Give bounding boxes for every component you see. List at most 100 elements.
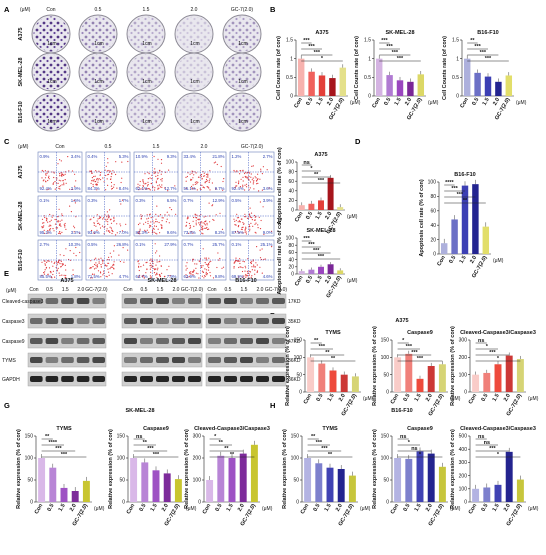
- significance-mark: ***: [303, 236, 310, 242]
- flow-dot: [251, 260, 253, 262]
- blot-band: [208, 376, 221, 382]
- flow-dot: [254, 231, 256, 233]
- chart-title: Cleaved-Caspase3/Caspase3: [460, 330, 536, 336]
- flow-dot: [100, 171, 102, 174]
- flow-dot: [155, 252, 157, 254]
- flow-dot: [261, 189, 263, 191]
- flow-dot: [251, 266, 253, 268]
- flow-dot: [105, 165, 107, 167]
- flow-dot: [147, 220, 149, 222]
- scale-bar-label: 1cm: [47, 119, 56, 125]
- flow-dot: [113, 217, 115, 219]
- dose-label: GC-7(2.0): [241, 144, 264, 150]
- flow-dot: [195, 272, 197, 274]
- flow-dot: [259, 178, 261, 180]
- flow-dot: [93, 224, 95, 226]
- flow-dot: [205, 271, 207, 273]
- bar: [163, 473, 171, 502]
- flow-dot: [47, 230, 49, 232]
- bar: [304, 458, 312, 502]
- flow-dot: [241, 228, 243, 231]
- flow-dot: [252, 260, 254, 262]
- flow-dot: [90, 277, 92, 279]
- bar: [483, 372, 491, 392]
- flow-dot: [79, 232, 81, 234]
- flow-plot: [181, 151, 227, 193]
- flow-dot: [142, 274, 144, 276]
- flow-dot: [60, 180, 62, 182]
- bar: [495, 81, 502, 96]
- flow-dot: [108, 216, 110, 218]
- flow-dot: [110, 176, 112, 178]
- blot-band: [156, 298, 169, 304]
- bar: [318, 200, 324, 210]
- y-axis-label-text: Apoptosis cell rate (% of con): [419, 179, 425, 256]
- bar: [298, 271, 305, 274]
- quadrant-percent: 0.9%: [40, 154, 50, 159]
- flow-plot: [229, 239, 275, 281]
- blot-band: [30, 376, 43, 382]
- flow-dot: [48, 188, 50, 190]
- flow-dot: [96, 220, 98, 222]
- flow-dot: [48, 178, 50, 180]
- flow-dot: [108, 169, 110, 172]
- flow-dot: [159, 274, 161, 276]
- flow-dot: [252, 183, 254, 185]
- x-tick-label: 2.0: [69, 503, 78, 513]
- flow-dot: [250, 173, 252, 175]
- blot-band: [172, 298, 185, 304]
- flow-dot: [192, 232, 194, 234]
- flow-dot: [207, 265, 209, 267]
- panel-letter: E: [4, 269, 9, 278]
- flow-dot: [43, 272, 45, 274]
- y-tick-label: 0: [433, 252, 436, 258]
- flow-dot: [233, 261, 236, 263]
- flow-dot: [74, 202, 76, 204]
- flow-dot: [220, 165, 222, 168]
- flow-dot: [244, 172, 246, 175]
- blot-band: [224, 376, 237, 382]
- blot-band: [124, 376, 137, 382]
- bar: [308, 203, 315, 210]
- flow-dot: [45, 181, 47, 183]
- flow-dot: [237, 226, 239, 228]
- row-label: B16-F10: [18, 101, 24, 122]
- flow-dot: [256, 271, 258, 273]
- x-tick-label: 0.5: [139, 503, 148, 513]
- flow-dot: [90, 267, 93, 269]
- x-tick-label-text: Con: [436, 254, 447, 267]
- flow-dot: [123, 261, 125, 263]
- quadrant-percent: 4.6%: [263, 274, 273, 279]
- flow-dot: [195, 216, 197, 219]
- bar: [516, 479, 524, 502]
- flow-dot: [155, 182, 157, 184]
- quadrant-percent: 9.6%: [167, 230, 177, 235]
- flow-dot: [186, 267, 188, 269]
- bar: [463, 58, 471, 96]
- flow-dot: [75, 255, 77, 257]
- flow-dot: [64, 173, 66, 175]
- x-tick-label: 2.0: [503, 503, 512, 513]
- y-tick-label: 80: [288, 243, 294, 249]
- flow-dot: [237, 217, 240, 219]
- flow-dot: [239, 260, 241, 262]
- bar: [337, 469, 345, 502]
- x-tick-label-text: Con: [300, 502, 311, 515]
- blot-band: [30, 318, 43, 324]
- flow-dot: [144, 173, 146, 175]
- flow-dot: [95, 257, 97, 259]
- flow-dot: [97, 222, 99, 225]
- flow-dot: [235, 219, 237, 221]
- x-tick-label: Con: [371, 96, 382, 109]
- flow-dot: [191, 170, 193, 172]
- flow-dot: [71, 170, 74, 172]
- flow-dot: [159, 255, 161, 257]
- bar: [318, 75, 326, 96]
- flow-dot: [52, 228, 54, 230]
- y-tick-label: 200: [459, 355, 468, 361]
- y-tick-label: 100: [291, 456, 300, 462]
- y-axis-label-text: Relative expression (% of con): [450, 429, 456, 509]
- blot-band: [61, 338, 74, 344]
- x-tick-label: 2.0: [338, 393, 347, 403]
- flow-dot: [160, 173, 162, 175]
